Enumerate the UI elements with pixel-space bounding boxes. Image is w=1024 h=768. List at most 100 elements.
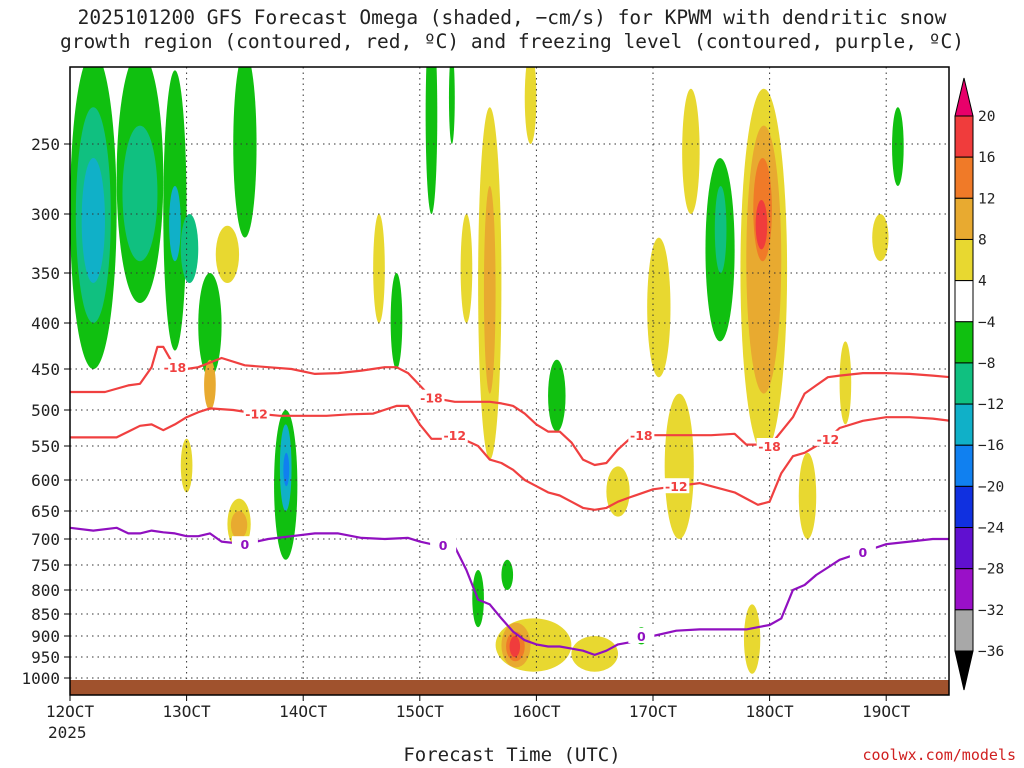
omega-region — [743, 604, 761, 674]
contour-label-bg — [418, 389, 445, 405]
x-tick-label: 18OCT — [746, 702, 795, 721]
omega-region — [682, 88, 700, 214]
y-tick-label: 750 — [31, 556, 60, 575]
grid-lines — [70, 67, 949, 695]
colorbar-swatch — [954, 568, 974, 611]
colorbar-label: −16 — [978, 438, 1004, 454]
colorbar-label: −32 — [978, 603, 1004, 619]
y-tick-label: 500 — [31, 401, 60, 420]
y-tick-label: 1000 — [21, 669, 60, 688]
contour-label: -12 — [245, 407, 268, 422]
contour-label-bg — [814, 430, 841, 446]
contour-label: -12 — [817, 432, 840, 447]
colorbar-label: 4 — [978, 274, 987, 290]
colorbar-swatch — [954, 321, 974, 364]
x-axis-title: Forecast Time (UTC) — [403, 744, 621, 766]
y-tick-label: 650 — [31, 502, 60, 521]
contour-label: -12 — [665, 479, 688, 494]
omega-region — [169, 186, 181, 262]
y-tick-label: 950 — [31, 648, 60, 667]
y-tick-label: 550 — [31, 437, 60, 456]
omega-region — [283, 452, 290, 487]
omega-region — [524, 67, 537, 144]
contour-label: -12 — [443, 428, 466, 443]
colorbar-swatch — [954, 362, 974, 405]
omega-region — [839, 341, 852, 425]
colorbar-swatch — [954, 115, 974, 158]
contour-label: 0 — [241, 537, 250, 552]
omega-region — [548, 359, 566, 432]
y-tick-label: 350 — [31, 264, 60, 283]
contour-label-bg — [849, 544, 876, 559]
contour-label-bg — [441, 427, 468, 443]
contour-labels: -18 -18 -18 -18 -12 -12 -12 -12 0 0 0 0 — [161, 359, 876, 644]
y-tick-label: 300 — [31, 205, 60, 224]
colorbar-label: −28 — [978, 562, 1004, 578]
y-tick-label: 250 — [31, 135, 60, 154]
plot-frame — [69, 66, 950, 696]
contour-label: -18 — [164, 360, 187, 375]
x-tick-label: 16OCT — [512, 702, 561, 721]
colorbar-label: 16 — [978, 150, 995, 166]
colorbar-swatch — [954, 527, 974, 570]
title-line-1: 2025101200 GFS Forecast Omega (shaded, −… — [77, 6, 947, 29]
contour-label-bg — [161, 359, 188, 375]
y-axis: 250 300 350 400 450 500 550 600 650 700 750 800 850 9… — [21, 135, 70, 688]
omega-region — [198, 273, 222, 378]
colorbar-swatch — [954, 403, 974, 446]
colorbar-label: 12 — [978, 191, 995, 207]
contour-label: 0 — [637, 629, 646, 644]
y-tick-label: 850 — [31, 605, 60, 624]
y-tick-label: 400 — [31, 314, 60, 333]
x-axis: 12OCT 13OCT 14OCT 15OCT 16OCT 17OCT 18OCT 19OCT — [46, 695, 911, 721]
x-tick-label: 14OCT — [279, 702, 328, 721]
chart-title: 2025101200 GFS Forecast Omega (shaded, −… — [0, 6, 1024, 54]
x-tick-label: 12OCT — [46, 702, 95, 721]
plot-area — [70, 67, 949, 695]
colorbar-bottom-triangle — [954, 650, 974, 691]
contour-label-bg — [663, 478, 690, 494]
colorbar-label: −24 — [978, 521, 1004, 537]
omega-region — [460, 214, 473, 323]
omega-region — [892, 107, 904, 186]
omega-region — [509, 636, 521, 657]
contour-label: 0 — [439, 538, 448, 553]
contour-label-bg — [231, 536, 258, 552]
y-tick-label: 900 — [31, 627, 60, 646]
colorbar-label: −4 — [978, 315, 996, 331]
omega-region — [755, 200, 768, 250]
omega-shading — [70, 67, 904, 674]
colorbar-swatch — [954, 280, 974, 323]
x-tick-label: 13OCT — [163, 702, 212, 721]
x-tick-label: 19OCT — [862, 702, 911, 721]
contour-label-bg — [628, 427, 655, 443]
contour-label-bg — [430, 537, 457, 553]
omega-region — [664, 393, 694, 539]
omega-region — [872, 214, 889, 262]
plot-background — [70, 67, 949, 695]
colorbar-label: −8 — [978, 356, 995, 372]
colorbar-label: −36 — [978, 644, 1004, 660]
contour-label: 0 — [859, 545, 868, 560]
contour-label: -18 — [630, 428, 653, 443]
omega-region — [714, 186, 727, 273]
contour-label: -18 — [420, 391, 443, 406]
colorbar: 20 16 12 8 4 −4 −8 −12 −16 −20 −24 −28 −32 −36 — [954, 77, 1004, 691]
colorbar-top-triangle — [954, 77, 974, 117]
ground-surface — [70, 680, 949, 695]
colorbar-label: 8 — [978, 232, 987, 248]
omega-region — [81, 158, 105, 283]
year-label: 2025 — [48, 723, 87, 742]
y-tick-label: 450 — [31, 360, 60, 379]
isotherm-minus18-line — [70, 345, 949, 467]
contour-label-bg — [756, 438, 783, 453]
omega-region — [425, 67, 438, 214]
freezing-level-line — [70, 526, 949, 657]
contour-label-bg — [628, 628, 655, 643]
omega-region — [373, 214, 385, 323]
colorbar-label: −20 — [978, 479, 1004, 495]
x-tick-label: 15OCT — [396, 702, 445, 721]
omega-region — [180, 438, 193, 493]
omega-region — [647, 237, 671, 378]
